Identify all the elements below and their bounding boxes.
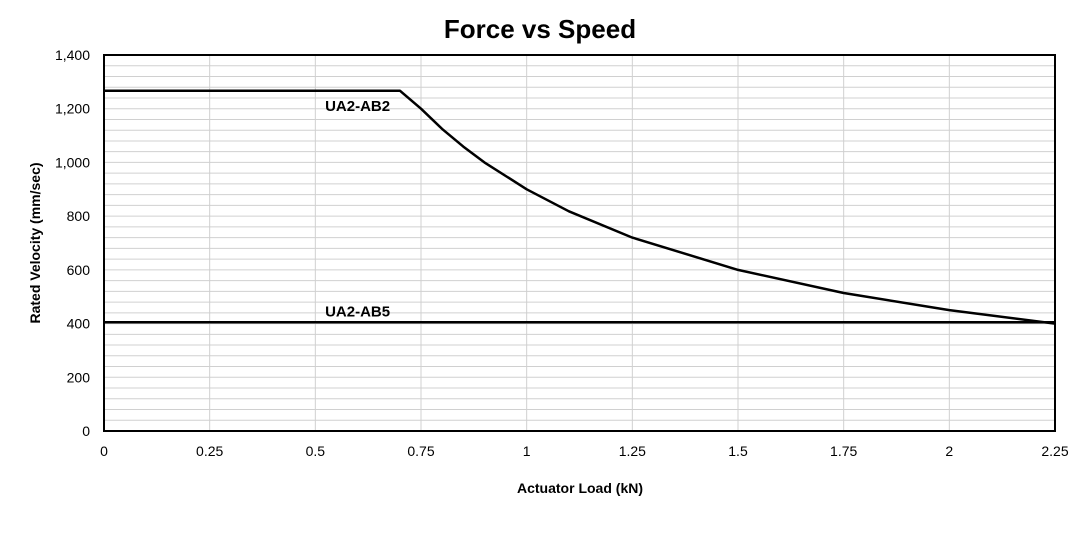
x-tick-label: 1.25 <box>619 443 646 459</box>
x-tick-label: 1.75 <box>830 443 857 459</box>
x-tick-label: 1 <box>523 443 531 459</box>
x-axis-label: Actuator Load (kN) <box>517 480 643 496</box>
y-axis-label: Rated Velocity (mm/sec) <box>27 162 43 323</box>
series-lines <box>104 89 1056 325</box>
y-tick-label: 0 <box>82 423 90 439</box>
x-tick-label: 0.25 <box>196 443 223 459</box>
series-labels: UA2-AB2 UA2-AB5 <box>325 98 390 320</box>
y-tick-label: 1,200 <box>55 101 90 117</box>
x-tick-label: 0.5 <box>306 443 326 459</box>
x-tick-label: 1.5 <box>728 443 748 459</box>
chart-title: Force vs Speed <box>444 14 636 44</box>
y-tick-label: 600 <box>67 262 91 278</box>
y-tick-label: 1,000 <box>55 154 90 170</box>
x-tick-label: 0.75 <box>407 443 434 459</box>
series-line-ua2-ab2 <box>104 89 1056 325</box>
plot-area-frame <box>103 54 1056 432</box>
x-axis-ticks: 0 0.25 0.5 0.75 1 1.25 1.5 1.75 2 2.25 <box>100 443 1069 459</box>
y-tick-label: 200 <box>67 369 91 385</box>
y-tick-label: 1,400 <box>55 47 90 63</box>
y-axis-ticks: 0 200 400 600 800 1,000 1,200 1,400 <box>55 47 90 439</box>
x-tick-label: 2.25 <box>1041 443 1068 459</box>
y-tick-label: 400 <box>67 316 91 332</box>
series-label-ua2-ab5: UA2-AB5 <box>325 303 390 320</box>
x-tick-label: 0 <box>100 443 108 459</box>
series-label-ua2-ab2: UA2-AB2 <box>325 98 390 115</box>
x-tick-label: 2 <box>945 443 953 459</box>
grid <box>104 54 1055 432</box>
y-tick-label: 800 <box>67 208 91 224</box>
